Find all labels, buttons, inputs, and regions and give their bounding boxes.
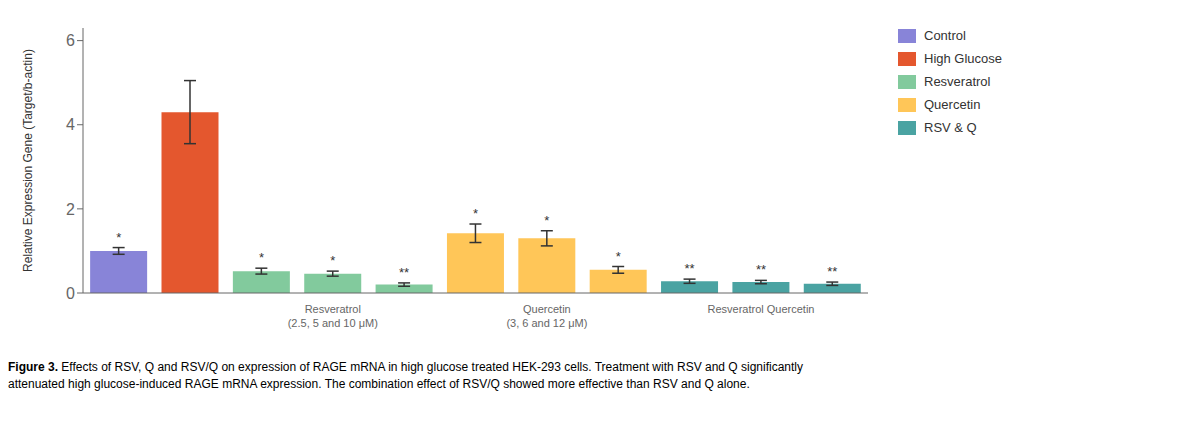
html-text:Resveratrol: Resveratrol [924, 74, 991, 89]
svg-text:0: 0 [66, 285, 75, 302]
svg-text:*: * [259, 250, 264, 265]
svg-text:*: * [616, 249, 621, 264]
html-text:Quercetin: Quercetin [924, 97, 981, 112]
html-text:RSV & Q: RSV & Q [924, 120, 977, 135]
html-text:Figure 3. Effects of RSV, Q an: Figure 3. Effects of RSV, Q and RSV/Q on… [8, 360, 803, 374]
svg-text:4: 4 [66, 116, 75, 133]
svg-text:**: ** [756, 262, 766, 277]
svg-text:*: * [330, 253, 335, 268]
svg-text:**: ** [827, 264, 837, 279]
svg-text:**: ** [399, 265, 409, 280]
html-text:attenuated high glucose-induce: attenuated high glucose-induced RAGE mRN… [8, 377, 750, 392]
html-text:Control: Control [924, 28, 966, 43]
svg-text:*: * [116, 230, 121, 245]
svg-text:Relative Expression Gene (Targ: Relative Expression Gene (Target/b-actin… [21, 49, 35, 272]
html-text:High Glucose: High Glucose [924, 51, 1002, 66]
svg-text:Quercetin(3, 6 and 12 μM): Quercetin(3, 6 and 12 μM) [506, 303, 587, 329]
svg-text:*: * [544, 213, 549, 228]
svg-text:**: ** [685, 261, 695, 276]
svg-text:2: 2 [66, 201, 75, 218]
svg-text:*: * [473, 206, 478, 221]
svg-text:Resveratrol(2.5, 5 and 10 μM): Resveratrol(2.5, 5 and 10 μM) [288, 303, 378, 329]
svg-text:6: 6 [66, 32, 75, 49]
svg-text:Resveratrol Quercetin: Resveratrol Quercetin [707, 303, 814, 315]
